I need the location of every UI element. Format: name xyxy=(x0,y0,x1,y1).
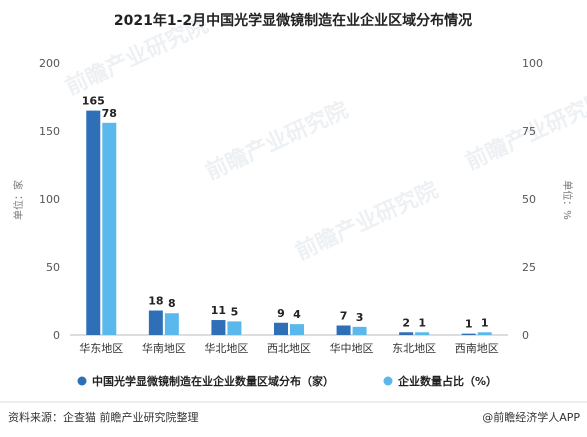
bars xyxy=(86,110,492,335)
legend-marker-count xyxy=(77,376,87,386)
category-label-3: 西北地区 xyxy=(267,342,311,355)
y-axis-left: 0 50 100 150 200 xyxy=(39,57,60,342)
category-label-5: 东北地区 xyxy=(392,342,436,355)
footer-brand: @前瞻经济学人APP xyxy=(482,410,580,424)
category-label-6: 西南地区 xyxy=(455,342,499,355)
chart-title: 2021年1-2月中国光学显微镜制造在业企业区域分布情况 xyxy=(114,12,472,29)
y-left-tick-label: 200 xyxy=(39,57,60,70)
data-label-count-4: 7 xyxy=(340,309,348,322)
data-label-count-5: 2 xyxy=(402,316,410,329)
bar-count-2 xyxy=(211,320,226,335)
bar-count-6 xyxy=(461,333,476,335)
data-label-count-2: 11 xyxy=(211,304,226,317)
data-label-share-4: 3 xyxy=(356,311,364,324)
bar-share-5 xyxy=(415,332,430,335)
y-axis-left-title: 单位：家 xyxy=(12,180,25,220)
watermark-group: 前瞻产业研究院 前瞻产业研究院 前瞻产业研究院 前瞻产业研究院 xyxy=(62,12,587,266)
watermark-4: 前瞻产业研究院 xyxy=(202,97,353,186)
bar-share-1 xyxy=(164,313,179,335)
bar-count-0 xyxy=(86,110,101,335)
y-right-tick-label: 75 xyxy=(522,125,536,138)
data-label-share-5: 1 xyxy=(418,316,426,329)
bar-share-2 xyxy=(227,321,242,335)
bar-share-6 xyxy=(477,332,492,335)
y-axis-right: 0 25 50 75 100 xyxy=(522,57,543,342)
y-left-tick-label: 0 xyxy=(53,329,60,342)
y-right-tick-label: 50 xyxy=(522,193,536,206)
y-left-tick-label: 150 xyxy=(39,125,60,138)
footer-source: 资料来源：企查猫 前瞻产业研究院整理 xyxy=(8,410,199,424)
data-label-share-1: 8 xyxy=(168,297,176,310)
category-label-1: 华南地区 xyxy=(142,341,186,355)
bar-share-3 xyxy=(290,324,304,335)
bar-share-0 xyxy=(102,122,117,335)
legend: 中国光学显微镜制造在业企业数量区域分布（家） 企业数量占比（%） xyxy=(77,374,497,388)
y-axis-right-title: 单位：% xyxy=(561,180,574,220)
category-label-0: 华东地区 xyxy=(79,341,123,355)
data-label-share-6: 1 xyxy=(481,316,489,329)
data-label-share-0: 78 xyxy=(102,107,117,120)
bar-share-4 xyxy=(352,326,367,335)
y-right-tick-label: 0 xyxy=(522,329,529,342)
category-labels: 华东地区 华南地区 华北地区 西北地区 华中地区 东北地区 西南地区 xyxy=(79,341,498,355)
data-label-count-0: 165 xyxy=(82,95,105,108)
legend-label-share: 企业数量占比（%） xyxy=(397,374,497,388)
legend-label-count: 中国光学显微镜制造在业企业数量区域分布（家） xyxy=(92,374,334,388)
bar-count-5 xyxy=(399,332,414,335)
y-left-tick-label: 50 xyxy=(46,261,60,274)
data-label-count-1: 18 xyxy=(148,295,163,308)
y-right-tick-label: 100 xyxy=(522,57,543,70)
data-label-count-3: 9 xyxy=(277,307,285,320)
legend-marker-share xyxy=(383,376,393,386)
bar-count-1 xyxy=(148,310,163,335)
watermark-2: 前瞻产业研究院 xyxy=(292,177,443,266)
y-left-tick-label: 100 xyxy=(39,193,60,206)
y-right-tick-label: 25 xyxy=(522,261,536,274)
data-label-share-2: 5 xyxy=(231,305,239,318)
category-label-2: 华北地区 xyxy=(204,341,248,355)
data-label-share-3: 4 xyxy=(293,308,301,321)
bar-count-3 xyxy=(274,322,288,335)
bar-count-4 xyxy=(336,325,351,335)
category-label-4: 华中地区 xyxy=(330,341,374,355)
data-label-count-6: 1 xyxy=(465,318,473,331)
